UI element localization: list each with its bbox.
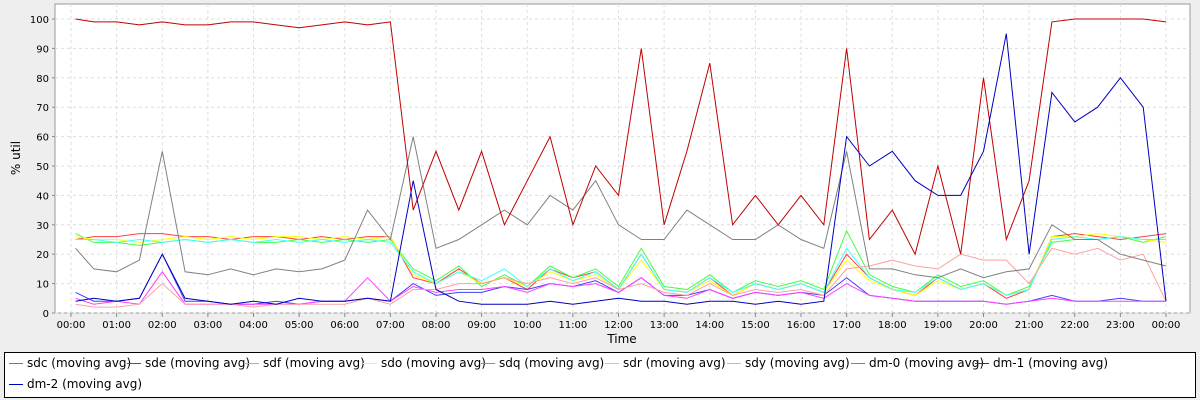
x-tick-label: 21:00 bbox=[1015, 320, 1044, 331]
legend-swatch bbox=[127, 362, 141, 364]
legend-label: dm-2 (moving avg) bbox=[27, 377, 143, 391]
x-tick-label: 01:00 bbox=[102, 320, 131, 331]
legend-label: sdr (moving avg) bbox=[623, 356, 726, 370]
legend-swatch bbox=[481, 362, 495, 364]
x-tick-label: 16:00 bbox=[787, 320, 816, 331]
legend-swatch bbox=[9, 383, 23, 385]
x-tick-label: 08:00 bbox=[422, 320, 451, 331]
legend-label: sde (moving avg) bbox=[145, 356, 251, 370]
legend-swatch bbox=[851, 362, 865, 364]
legend-swatch bbox=[727, 362, 741, 364]
x-tick-label: 07:00 bbox=[376, 320, 405, 331]
x-tick-label: 17:00 bbox=[832, 320, 861, 331]
legend-item: sdy (moving avg) bbox=[727, 356, 850, 370]
series-line-dm-2 bbox=[75, 33, 1167, 305]
legend-swatch bbox=[363, 362, 377, 364]
legend: sdc (moving avg) sde (moving avg) sdf (mov… bbox=[4, 352, 1196, 398]
y-axis-label: % util bbox=[9, 141, 23, 175]
legend-item: sdf (moving avg) bbox=[245, 356, 365, 370]
series-line-sdy bbox=[75, 247, 1167, 308]
x-tick-label: 04:00 bbox=[239, 320, 268, 331]
y-tick-label: 20 bbox=[36, 250, 49, 261]
x-tick-label: 05:00 bbox=[285, 320, 314, 331]
y-tick-label: 60 bbox=[36, 133, 49, 144]
legend-swatch bbox=[245, 362, 259, 364]
legend-item: dm-1 (moving avg) bbox=[975, 356, 1108, 370]
x-tick-label: 00:00 bbox=[57, 320, 86, 331]
legend-swatch bbox=[975, 362, 989, 364]
y-tick-label: 80 bbox=[36, 74, 49, 85]
y-tick-label: 10 bbox=[36, 280, 49, 291]
legend-item: sdr (moving avg) bbox=[605, 356, 726, 370]
legend-label: dm-1 (moving avg) bbox=[993, 356, 1109, 370]
series-line-dm-1 bbox=[75, 18, 1167, 256]
x-tick-label: 15:00 bbox=[741, 320, 770, 331]
y-tick-label: 100 bbox=[30, 15, 49, 26]
x-tick-label: 23:00 bbox=[1106, 320, 1135, 331]
x-tick-label: 02:00 bbox=[148, 320, 177, 331]
x-tick-label: 18:00 bbox=[878, 320, 907, 331]
series-line-dm-0 bbox=[75, 136, 1167, 279]
x-tick-label: 11:00 bbox=[558, 320, 587, 331]
x-tick-label: 19:00 bbox=[923, 320, 952, 331]
x-tick-label: 22:00 bbox=[1060, 320, 1089, 331]
legend-item: dm-2 (moving avg) bbox=[9, 377, 142, 391]
legend-item: sde (moving avg) bbox=[127, 356, 250, 370]
x-tick-label: 12:00 bbox=[604, 320, 633, 331]
legend-label: sdo (moving avg) bbox=[381, 356, 486, 370]
legend-item: sdq (moving avg) bbox=[481, 356, 604, 370]
series-line-sdq bbox=[75, 270, 1166, 305]
x-tick-label: 10:00 bbox=[513, 320, 542, 331]
legend-label: sdq (moving avg) bbox=[499, 356, 605, 370]
x-axis-label: Time bbox=[606, 332, 636, 346]
x-tick-label: 03:00 bbox=[193, 320, 222, 331]
y-tick-label: 90 bbox=[36, 44, 49, 55]
legend-label: dm-0 (moving avg) bbox=[869, 356, 985, 370]
x-tick-label: 00:00 bbox=[1152, 320, 1181, 331]
legend-swatch bbox=[605, 362, 619, 364]
y-tick-label: 30 bbox=[36, 221, 49, 232]
chart-plot: 0 10 20 30 40 50 60 70 80 90 100 00:00 01:00 02:00 03… bbox=[9, 3, 1191, 346]
y-tick-label: 50 bbox=[36, 162, 49, 173]
y-tick-label: 70 bbox=[36, 103, 49, 114]
legend-item: sdo (moving avg) bbox=[363, 356, 486, 370]
x-tick-label: 09:00 bbox=[467, 320, 496, 331]
y-tick-label: 0 bbox=[43, 309, 49, 320]
legend-item: dm-0 (moving avg) bbox=[851, 356, 984, 370]
x-tick-label: 20:00 bbox=[969, 320, 998, 331]
x-tick-label: 13:00 bbox=[650, 320, 679, 331]
legend-swatch bbox=[9, 362, 23, 364]
y-tick-label: 40 bbox=[36, 191, 49, 202]
legend-label: sdc (moving avg) bbox=[27, 356, 132, 370]
x-tick-label: 14:00 bbox=[695, 320, 724, 331]
x-tick-label: 06:00 bbox=[330, 320, 359, 331]
legend-item: sdc (moving avg) bbox=[9, 356, 131, 370]
legend-label: sdy (moving avg) bbox=[745, 356, 850, 370]
legend-label: sdf (moving avg) bbox=[263, 356, 365, 370]
plot-area bbox=[54, 3, 1191, 314]
